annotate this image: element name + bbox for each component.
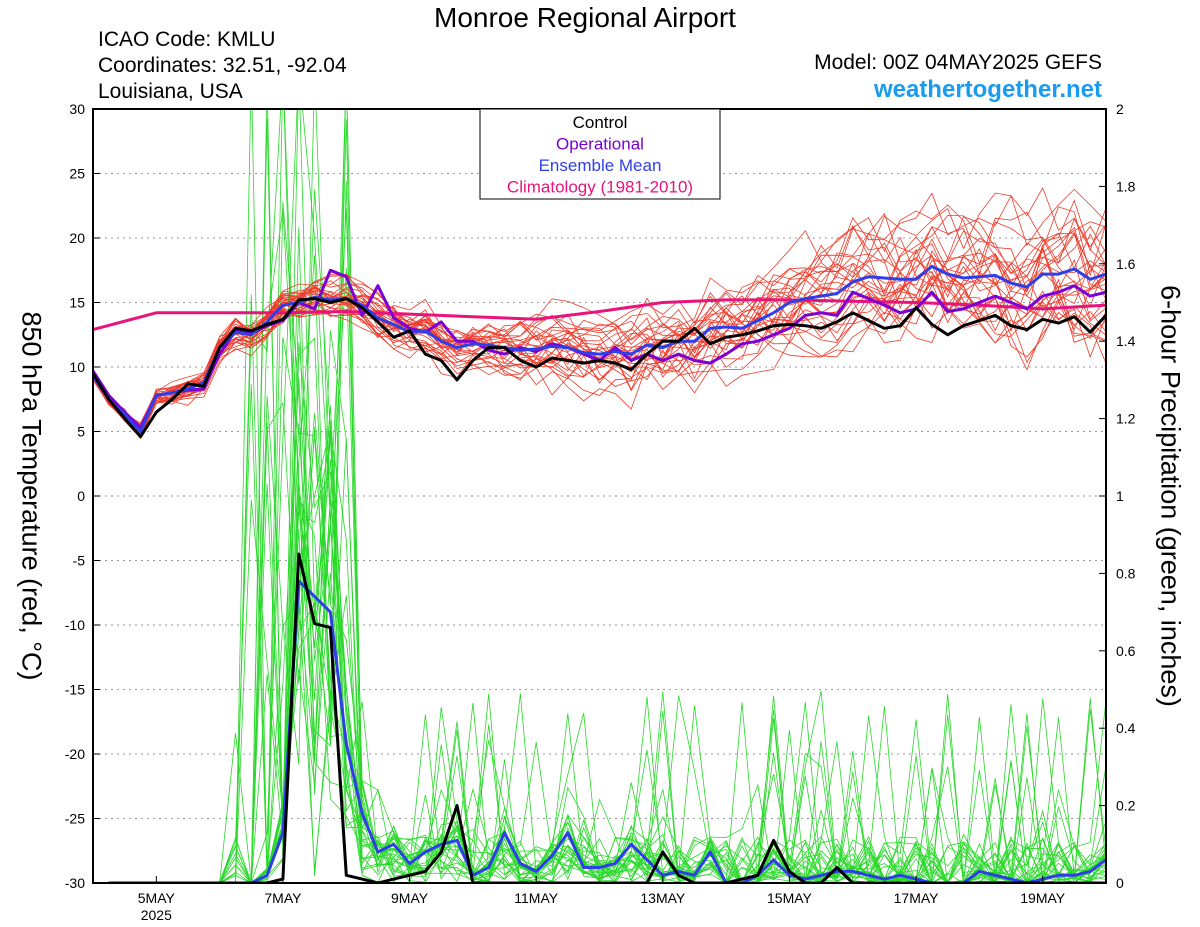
x-tick-label: 15MAY	[767, 890, 813, 906]
climatology-line	[93, 298, 1106, 332]
right-tick-label: 1.6	[1116, 256, 1136, 272]
right-tick-label: 0	[1116, 875, 1124, 891]
x-tick-label: 17MAY	[894, 890, 940, 906]
temp-member-line	[93, 242, 1106, 439]
legend-box: Control Operational Ensemble Mean Climatolo…	[479, 108, 721, 200]
legend-entry: Ensemble Mean	[539, 156, 662, 175]
temp-member-line	[93, 274, 1106, 432]
right-tick-label: 1	[1116, 488, 1124, 504]
precip-member-line	[108, 423, 1106, 883]
grid-lines	[93, 173, 1106, 819]
right-tick-label: 0.6	[1116, 643, 1136, 659]
location-region: Louisiana, USA	[98, 80, 243, 103]
temp-member-line	[93, 284, 1106, 436]
right-tick-label: 0.2	[1116, 798, 1136, 814]
legend-frame	[479, 108, 721, 200]
precip-member-line	[108, 459, 1106, 883]
x-tick-label: 13MAY	[640, 890, 686, 906]
right-tick-label: 1.2	[1116, 411, 1136, 427]
x-tick-label: 5MAY	[138, 890, 176, 906]
left-axis-ticks: 30 25 20 15 10 5 0 -5 -10 -15 -20 -25 -30	[65, 101, 100, 891]
model-run: Model: 00Z 04MAY2025 GEFS	[814, 51, 1102, 74]
main-series-lines	[93, 264, 1106, 883]
control-temp-line	[93, 297, 1106, 439]
precip-member-line	[108, 201, 1106, 883]
temp-member-line	[93, 254, 1106, 436]
left-tick-label: -15	[65, 682, 85, 698]
x-tick-year: 2025	[141, 907, 172, 923]
left-tick-label: 10	[69, 359, 85, 375]
precip-member-line	[108, 395, 1106, 883]
legend-entry: Control	[573, 113, 628, 132]
left-tick-label: 5	[77, 424, 85, 440]
precip-member-line	[108, 109, 1106, 883]
legend-entry: Climatology (1981-2010)	[507, 178, 693, 197]
left-tick-label: 0	[77, 488, 85, 504]
temp-member-line	[93, 214, 1106, 434]
right-tick-label: 0.4	[1116, 720, 1136, 736]
left-tick-label: 20	[69, 230, 85, 246]
left-tick-label: -20	[65, 746, 85, 762]
icao-code: ICAO Code: KMLU	[98, 28, 276, 51]
left-tick-label: 25	[69, 166, 85, 182]
x-tick-label: 19MAY	[1020, 890, 1066, 906]
right-tick-label: 1.4	[1116, 333, 1136, 349]
precip-member-line	[108, 181, 1106, 883]
left-tick-label: 15	[69, 295, 85, 311]
left-tick-label: -10	[65, 617, 85, 633]
right-tick-label: 2	[1116, 101, 1124, 117]
left-tick-label: -5	[73, 553, 86, 569]
temp-member-line	[93, 249, 1106, 437]
legend-entry: Operational	[556, 135, 644, 154]
chart-title: Monroe Regional Airport	[434, 2, 736, 33]
left-tick-label: -25	[65, 811, 85, 827]
right-tick-label: 1.8	[1116, 178, 1136, 194]
x-tick-label: 9MAY	[391, 890, 429, 906]
coordinates: Coordinates: 32.51, -92.04	[98, 54, 347, 77]
temp-member-line	[93, 290, 1106, 440]
control-precip-line	[108, 552, 1106, 883]
temp-member-line	[93, 263, 1106, 434]
temp-member-line	[93, 226, 1106, 434]
precip-member-line	[108, 255, 1106, 883]
mean-temp-line	[93, 264, 1106, 433]
site-link[interactable]: weathertogether.net	[873, 76, 1102, 103]
precip-member-line	[108, 294, 1106, 883]
x-tick-label: 11MAY	[514, 890, 558, 906]
left-tick-label: -30	[65, 875, 85, 891]
precip-member-line	[108, 405, 1106, 883]
temp-member-line	[93, 247, 1106, 429]
x-tick-label: 7MAY	[264, 890, 302, 906]
left-tick-label: 30	[69, 101, 85, 117]
right-tick-label: 0.8	[1116, 565, 1136, 581]
precip-member-line	[108, 267, 1106, 883]
temp-member-line	[93, 231, 1106, 432]
